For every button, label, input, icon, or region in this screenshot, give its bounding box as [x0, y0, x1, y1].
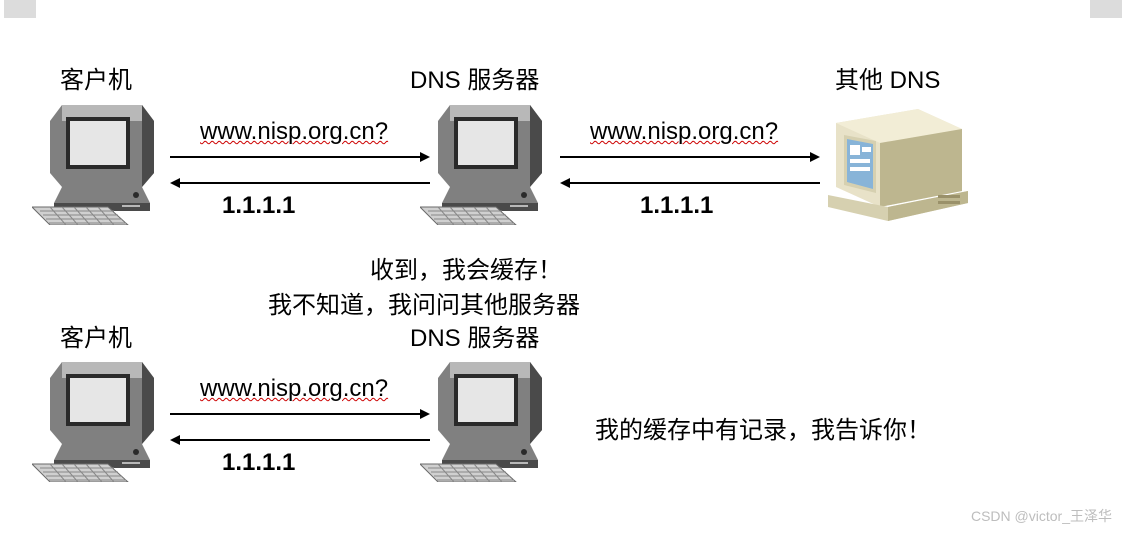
caption-cached: 收到，我会缓存！	[370, 250, 562, 285]
arrow-a1	[170, 176, 430, 190]
arrow-text-q2: www.nisp.org.cn?	[590, 118, 778, 145]
computer-icon-client-2	[32, 352, 172, 482]
arrow-a3	[170, 433, 430, 447]
arrow-q2	[560, 150, 820, 164]
label-other-dns: 其他 DNS	[835, 60, 940, 95]
caption-have-record: 我的缓存中有记录，我告诉你！	[595, 410, 931, 445]
computer-icon-client-1	[32, 95, 172, 225]
label-client-1: 客户机	[60, 60, 132, 95]
arrow-label-q1: www.nisp.org.cn?	[200, 118, 388, 146]
arrow-label-q3: www.nisp.org.cn?	[200, 375, 388, 403]
arrow-q1	[170, 150, 430, 164]
computer-icon-other-dns	[818, 95, 973, 225]
page-corner-tr	[1090, 0, 1122, 18]
page-corner-tl	[4, 0, 36, 18]
arrow-label-a3: 1.1.1.1	[222, 449, 295, 477]
arrow-text-q1: www.nisp.org.cn?	[200, 118, 388, 145]
computer-icon-dns-1	[420, 95, 560, 225]
arrow-a2	[560, 176, 820, 190]
arrow-label-a2: 1.1.1.1	[640, 192, 713, 220]
arrow-text-q3: www.nisp.org.cn?	[200, 375, 388, 402]
label-dns-1: DNS 服务器	[410, 60, 539, 95]
caption-ask-others: 我不知道，我问问其他服务器	[268, 285, 580, 320]
arrow-label-q2: www.nisp.org.cn?	[590, 118, 778, 146]
arrow-q3	[170, 407, 430, 421]
label-dns-2: DNS 服务器	[410, 318, 539, 353]
arrow-label-a1: 1.1.1.1	[222, 192, 295, 220]
computer-icon-dns-2	[420, 352, 560, 482]
watermark: CSDN @victor_王泽华	[971, 506, 1112, 526]
label-client-2: 客户机	[60, 318, 132, 353]
